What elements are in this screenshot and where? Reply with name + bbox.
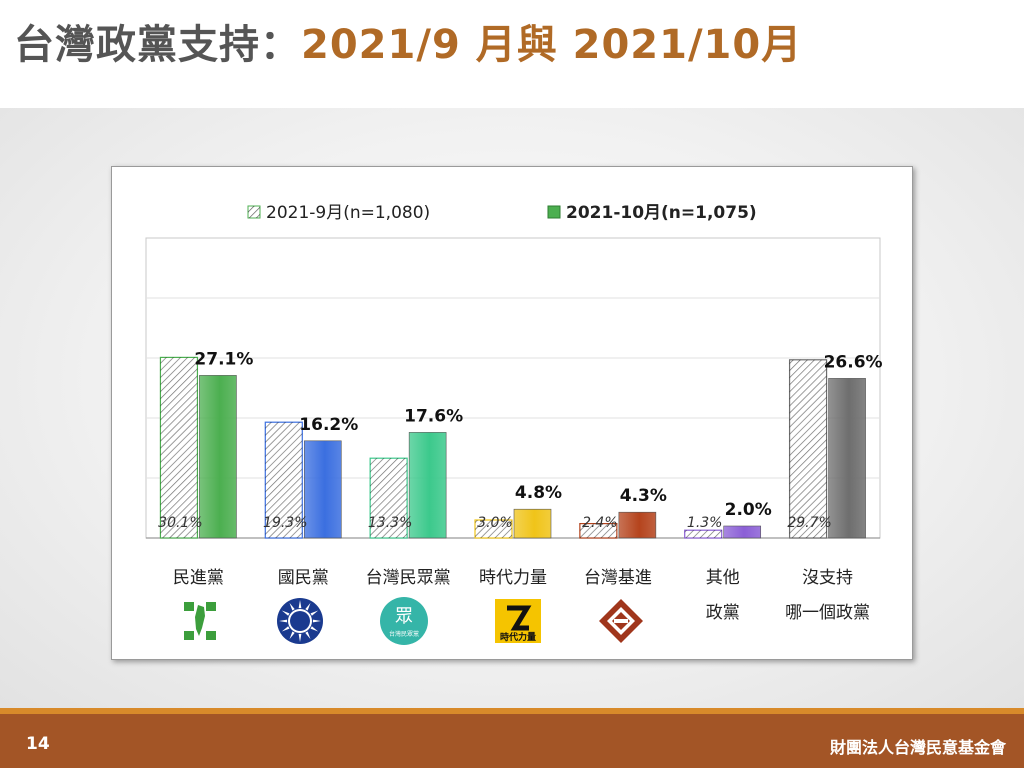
category-label-0: 民進黨 — [173, 568, 224, 588]
bar-sep-5 — [684, 529, 723, 539]
plot-area — [145, 237, 881, 539]
svg-text:2021-9月(n=1,080): 2021-9月(n=1,080) — [266, 203, 430, 223]
label-oct-1: 16.2% — [299, 415, 358, 435]
category-label-4: 台灣基進 — [584, 568, 652, 588]
legend-item-1: 2021-10月(n=1,075) — [547, 203, 757, 223]
label-sep-0: 30.1% — [158, 515, 202, 531]
bar-oct-1 — [303, 440, 342, 539]
page-number: 14 — [26, 734, 50, 754]
label-oct-0: 27.1% — [194, 349, 253, 369]
bar-oct-5 — [723, 525, 762, 539]
bar-sep-3 — [474, 519, 513, 539]
dpp-logo-icon — [175, 596, 225, 646]
bar-oct-0 — [199, 375, 237, 539]
bar-sep-1 — [264, 421, 303, 539]
svg-text:2021-10月(n=1,075): 2021-10月(n=1,075) — [566, 203, 757, 223]
category-label-5: 政黨 — [706, 603, 740, 623]
bar-sep-6 — [788, 359, 828, 539]
bar-oct-3 — [513, 508, 552, 539]
kmt-logo-icon — [275, 596, 325, 646]
grid-lines — [145, 237, 881, 539]
category-label-5: 其他 — [706, 568, 740, 588]
label-sep-3: 3.0% — [477, 515, 513, 531]
category-label-3: 時代力量 — [479, 568, 547, 588]
bars — [159, 356, 866, 539]
bar-sep-4 — [579, 522, 618, 539]
bar-oct-2 — [408, 432, 447, 539]
label-oct-5: 2.0% — [725, 500, 772, 520]
label-sep-4: 2.4% — [582, 515, 618, 531]
label-sep-1: 19.3% — [263, 515, 307, 531]
title-period: 2021/9 月與 2021/10月 — [301, 22, 803, 68]
label-oct-3: 4.8% — [515, 483, 562, 503]
bar-oct-4 — [618, 511, 657, 539]
category-label-6: 沒支持 — [802, 568, 853, 588]
label-oct-6: 26.6% — [824, 352, 883, 372]
bar-sep-0 — [159, 356, 199, 539]
tpp-logo-icon: 眾 台灣民眾黨 — [379, 596, 429, 646]
legend: 2021-9月(n=1,080) 2021-10月(n=1,075) — [247, 203, 757, 223]
bar-sep-2 — [369, 457, 408, 539]
tpp-logo-text: 眾 — [395, 606, 413, 627]
category-label-1: 國民黨 — [278, 568, 329, 588]
legend-item-0: 2021-9月(n=1,080) — [247, 203, 430, 223]
slide-title: 台灣政黨支持：2021/9 月與 2021/10月 — [14, 12, 802, 70]
svg-text:台灣民眾黨: 台灣民眾黨 — [389, 630, 419, 638]
npp-logo-text: 時代力量 — [500, 631, 536, 643]
bar-chart: 30.1% 27.1% 19.3% 16.2% 13.3% 17.6% 3.0%4.8% 2.… — [145, 203, 883, 623]
category-label-2: 台灣民眾黨 — [366, 568, 451, 588]
label-oct-4: 4.3% — [620, 486, 667, 506]
footer-bar: 14 財團法人台灣民意基金會 — [0, 708, 1024, 768]
bar-oct-6 — [828, 378, 866, 539]
label-sep-6: 29.7% — [787, 515, 831, 531]
label-sep-2: 13.3% — [368, 515, 412, 531]
tsp-logo-icon — [596, 596, 646, 646]
title-prefix: 台灣政黨支持： — [14, 22, 301, 68]
label-sep-5: 1.3% — [687, 515, 723, 531]
category-label-6: 哪一個政黨 — [785, 603, 870, 623]
npp-logo-icon: 時代力量 — [493, 596, 543, 646]
label-oct-2: 17.6% — [404, 406, 463, 426]
organization-name: 財團法人台灣民意基金會 — [829, 738, 1006, 757]
data-labels: 30.1% 27.1% 19.3% 16.2% 13.3% 17.6% 3.0%4.8% 2.… — [158, 349, 882, 531]
